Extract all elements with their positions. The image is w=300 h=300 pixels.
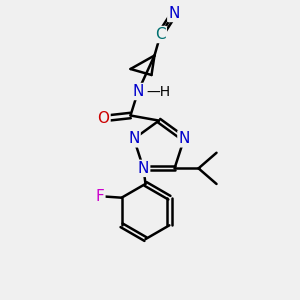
Text: N: N: [128, 131, 140, 146]
Text: N: N: [132, 84, 144, 99]
Text: N: N: [168, 6, 180, 21]
Text: C: C: [155, 27, 166, 42]
Text: N: N: [178, 131, 190, 146]
Text: —H: —H: [146, 85, 170, 98]
Text: O: O: [98, 111, 110, 126]
Text: N: N: [138, 161, 149, 176]
Text: F: F: [96, 189, 104, 204]
